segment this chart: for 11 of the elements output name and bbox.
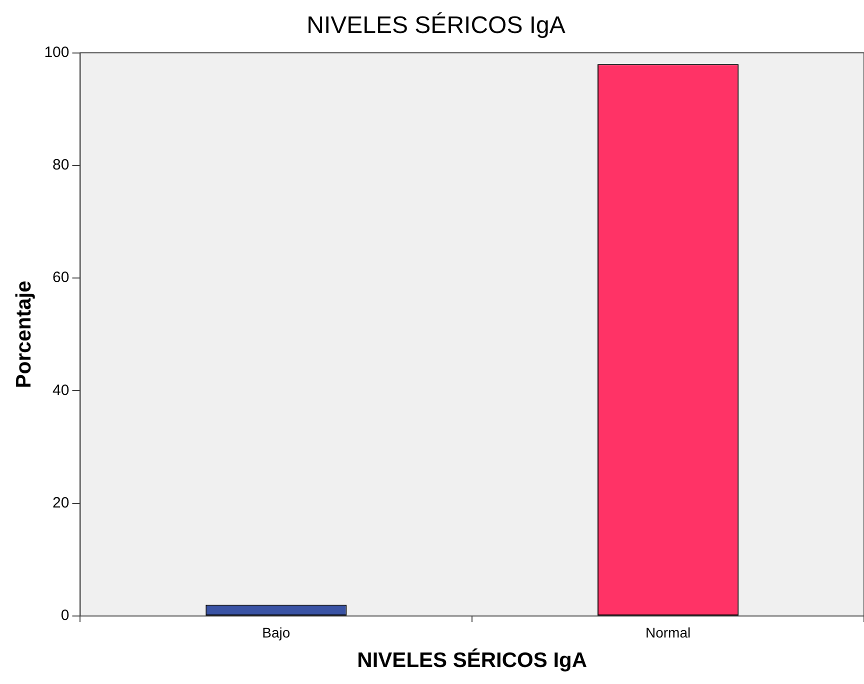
x-tick-label: Normal	[645, 624, 691, 640]
y-tick-label: 20	[52, 494, 70, 512]
y-axis-title: Porcentaje	[12, 280, 36, 388]
y-tick-label: 40	[52, 382, 70, 399]
x-axis-title: NIVELES SÉRICOS IgA	[357, 648, 588, 672]
y-tick-label: 60	[52, 269, 70, 286]
x-tick-label: Bajo	[262, 624, 290, 640]
y-tick-label: 100	[44, 44, 70, 61]
chart-title: NIVELES SÉRICOS IgA	[306, 12, 566, 40]
y-tick-label: 80	[52, 156, 70, 174]
y-tick-label: 0	[60, 607, 70, 624]
